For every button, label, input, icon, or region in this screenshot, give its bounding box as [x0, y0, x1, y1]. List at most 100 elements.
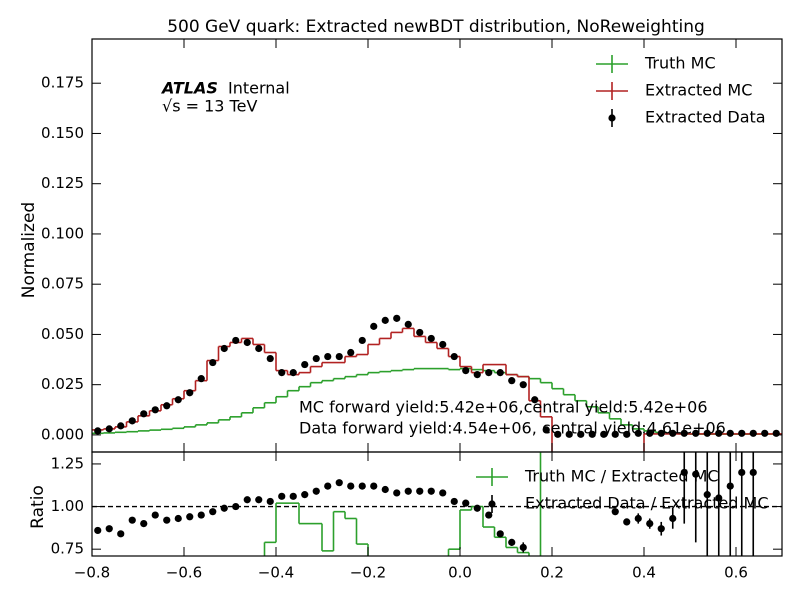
data-point	[715, 429, 723, 437]
data-point	[186, 513, 194, 521]
data-point	[128, 417, 136, 425]
data-point	[508, 538, 516, 546]
data-point	[485, 369, 493, 377]
data-point	[289, 492, 297, 500]
data-point	[186, 389, 194, 397]
data-point	[496, 369, 504, 377]
y-tick-label: 0.075	[41, 275, 84, 293]
data-point	[669, 514, 677, 523]
data-point	[416, 487, 424, 495]
data-point	[473, 504, 481, 512]
data-point	[324, 482, 332, 490]
annotation: ATLAS	[160, 79, 218, 98]
data-point	[255, 496, 263, 504]
data-point	[289, 369, 297, 377]
data-point	[485, 511, 493, 519]
plot-area	[92, 314, 782, 452]
data-point	[312, 487, 320, 495]
axes-frame	[91, 451, 783, 557]
legend-swatch	[488, 500, 496, 508]
data-point	[393, 314, 401, 322]
data-point	[163, 402, 171, 410]
x-tick-label: 0.4	[632, 564, 656, 582]
data-point	[634, 429, 642, 437]
data-point	[703, 429, 711, 437]
data-point	[393, 489, 401, 497]
data-point	[680, 429, 688, 437]
data-point	[726, 429, 734, 437]
data-point	[600, 430, 608, 438]
data-point	[462, 367, 470, 375]
data-point	[577, 430, 585, 438]
data-point	[692, 470, 700, 478]
data-point	[496, 530, 504, 538]
legend-label: Extracted Data	[645, 108, 766, 127]
y-tick-label: 0.100	[41, 224, 84, 242]
data-point	[370, 322, 378, 330]
data-point	[232, 336, 240, 345]
data-point	[588, 430, 596, 438]
y-tick-label: 0.000	[41, 425, 84, 443]
data-point	[209, 508, 217, 516]
data-point	[140, 520, 148, 528]
annotation: Data forward yield:4.54e+06, central yie…	[299, 419, 726, 438]
data-point	[738, 429, 746, 437]
data-point	[646, 429, 654, 437]
data-point	[163, 516, 171, 524]
data-point	[646, 520, 654, 528]
data-point	[450, 352, 458, 361]
data-point	[381, 485, 389, 494]
data-point	[312, 354, 320, 363]
data-point	[508, 377, 516, 385]
data-point	[220, 344, 228, 353]
data-point	[439, 489, 447, 497]
data-point	[266, 354, 274, 363]
data-point	[565, 430, 573, 438]
data-point	[335, 479, 343, 487]
annotation: Internal	[228, 79, 290, 98]
data-point	[278, 369, 286, 377]
data-point	[749, 468, 757, 477]
data-point	[519, 543, 527, 552]
data-point	[255, 344, 263, 353]
data-point	[623, 430, 631, 438]
x-tick-label: 0.0	[448, 564, 472, 582]
data-point	[105, 525, 113, 533]
data-point	[278, 492, 286, 500]
data-point	[301, 360, 309, 369]
data-point	[174, 396, 182, 404]
data-point	[266, 497, 274, 506]
data-point	[519, 381, 527, 389]
y-tick-label: 0.175	[41, 74, 84, 92]
data-point	[243, 496, 251, 504]
data-point	[404, 487, 412, 495]
data-point	[531, 396, 539, 404]
data-point	[427, 334, 435, 343]
y-axis-label: Ratio	[28, 485, 48, 529]
data-point	[347, 482, 355, 490]
data-point	[381, 316, 389, 324]
y-tick-label: 1.25	[51, 454, 84, 472]
data-point	[151, 406, 159, 414]
data-point	[243, 338, 251, 347]
data-point	[554, 430, 562, 438]
data-point	[335, 352, 343, 361]
data-point	[439, 340, 447, 349]
x-tick-label: −0.2	[350, 564, 386, 582]
data-point	[416, 328, 424, 337]
y-tick-label: 1.00	[51, 497, 84, 515]
y-tick-label: 0.125	[41, 174, 84, 192]
data-point	[427, 487, 435, 495]
data-point	[220, 504, 228, 512]
data-point	[197, 511, 205, 519]
plot-area	[92, 452, 782, 556]
data-point	[692, 429, 700, 437]
data-point	[105, 425, 113, 433]
data-point	[209, 358, 217, 367]
data-point	[657, 429, 665, 437]
y-tick-label: 0.050	[41, 325, 84, 343]
data-point	[726, 482, 734, 490]
legend-label: Truth MC	[644, 54, 716, 73]
data-point	[358, 482, 366, 490]
